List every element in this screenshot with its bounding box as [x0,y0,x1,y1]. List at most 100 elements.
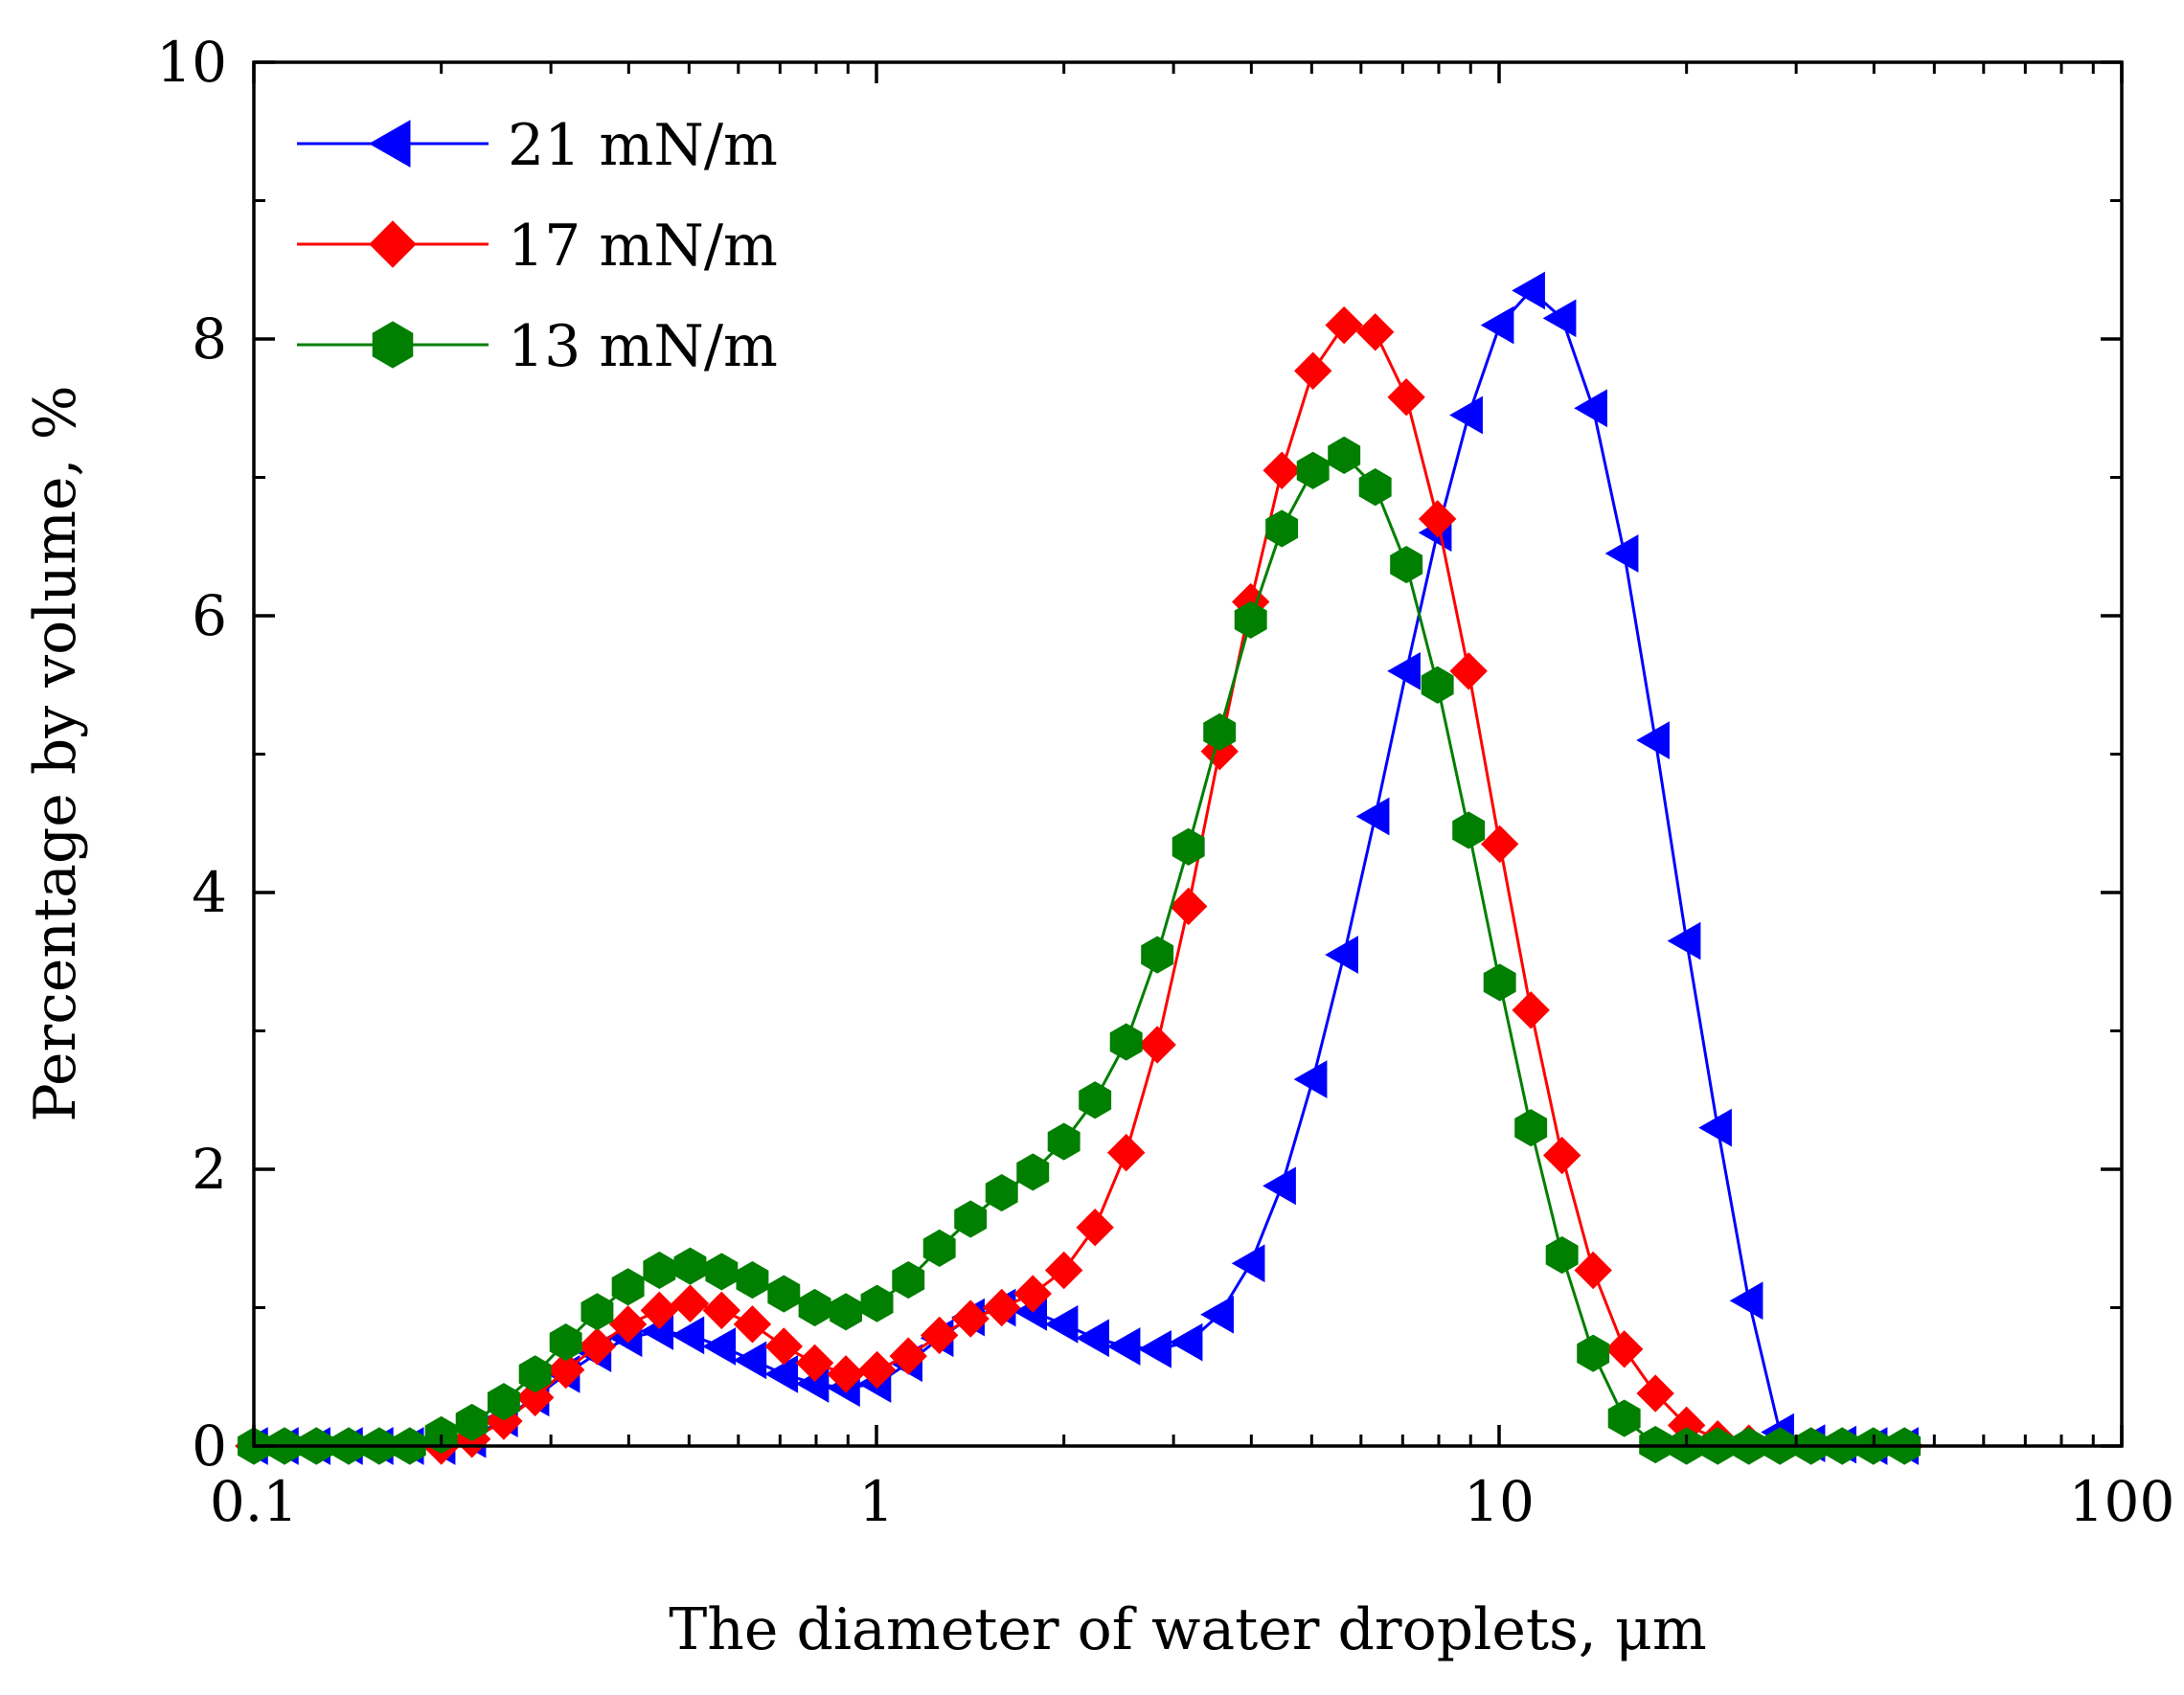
data-point [702,1291,741,1330]
data-point [767,1275,801,1313]
data-point [1203,712,1237,751]
data-point [1044,1304,1079,1344]
data-point [1542,1136,1581,1175]
data-point [733,1305,772,1344]
data-point [580,1293,614,1331]
data-point [671,1316,705,1355]
legend-label: 17 mN/m [508,213,778,280]
data-point [954,1200,988,1238]
legend-marker [369,220,417,268]
x-tick-label: 0.1 [210,1469,298,1534]
data-point [1200,1295,1234,1334]
data-point [830,1293,863,1331]
data-point [1355,313,1395,351]
data-point [455,1403,489,1442]
data-point [1698,1108,1732,1147]
axis-layer: 0.1 1 10 100 0 2 4 6 8 10 [156,30,2174,1534]
data-point [1076,1319,1109,1358]
data-point [1169,887,1208,926]
y-tick-label: 8 [192,306,227,372]
data-point [549,1323,582,1362]
y-tick-label: 10 [156,30,227,95]
data-point [608,1305,648,1344]
data-point [1480,305,1514,345]
data-point [1172,827,1205,866]
data-point [1574,1251,1612,1290]
data-point [889,1337,927,1375]
data-point [1636,1374,1674,1412]
x-axis-title: The diameter of water droplets, μm [669,1596,1707,1663]
data-point [1325,305,1363,345]
data-point [1577,1334,1610,1372]
data-point [515,1378,555,1417]
data-point [1263,451,1301,489]
data-point [1387,377,1425,417]
data-point [1636,721,1670,759]
data-point [860,1284,894,1322]
data-point [1607,1399,1641,1437]
data-point [1263,1166,1296,1206]
data-point [1328,436,1361,474]
legend-entry: 13 mN/m [297,313,778,380]
data-point [764,1327,804,1366]
data-point [640,1291,679,1330]
series-2 [235,305,1923,1465]
data-point [733,1341,767,1380]
legend-entry: 17 mN/m [297,213,778,280]
data-point [1293,351,1332,390]
legend-marker [368,120,411,168]
data-point [1514,1109,1548,1147]
data-point [1325,936,1358,974]
series-line [254,324,1905,1448]
data-point [1044,1251,1083,1290]
data-point [1542,299,1577,338]
data-point [1138,1026,1176,1064]
data-point [1574,389,1607,428]
data-point [1604,534,1639,573]
data-point [1296,451,1330,489]
data-point [643,1251,676,1290]
data-point [1076,1208,1114,1247]
data-point [611,1268,645,1306]
data-point [702,1327,737,1366]
data-point [1421,666,1454,704]
data-point [1106,1327,1141,1366]
data-point [1667,921,1701,960]
data-point [1449,652,1488,690]
data-point [673,1247,707,1285]
data-point [1358,468,1392,507]
data-point [578,1327,617,1366]
data-point [546,1350,585,1390]
data-point [705,1253,739,1291]
data-point [1106,1133,1146,1172]
data-point [1047,1122,1081,1161]
legend-label: 13 mN/m [508,313,778,380]
data-point [1512,271,1545,310]
data-point [1390,545,1423,584]
legend: 21 mN/m 17 mN/m 13 mN/m [297,112,778,380]
data-point [1013,1275,1052,1313]
legend-entry: 21 mN/m [297,112,778,179]
y-tick-label: 0 [192,1413,227,1479]
data-point [1265,509,1299,548]
series-line [254,453,1905,1448]
data-point [1355,797,1390,836]
data-point [922,1229,956,1267]
data-point [1293,1060,1328,1098]
data-point [1138,1329,1172,1368]
data-point [736,1261,769,1300]
data-point [1016,1153,1050,1191]
data-point [1141,936,1174,974]
x-tick-label: 100 [2069,1469,2175,1534]
x-tick-label: 1 [859,1469,895,1534]
y-axis-title: Percentage by volume, % [22,385,89,1121]
data-point [892,1261,925,1300]
x-tick-label: 10 [1464,1469,1535,1534]
data-point [827,1355,865,1393]
data-point [951,1300,990,1338]
data-point [1483,963,1516,1002]
data-point [1234,600,1267,639]
data-point [764,1354,799,1393]
legend-label: 21 mN/m [508,112,778,179]
